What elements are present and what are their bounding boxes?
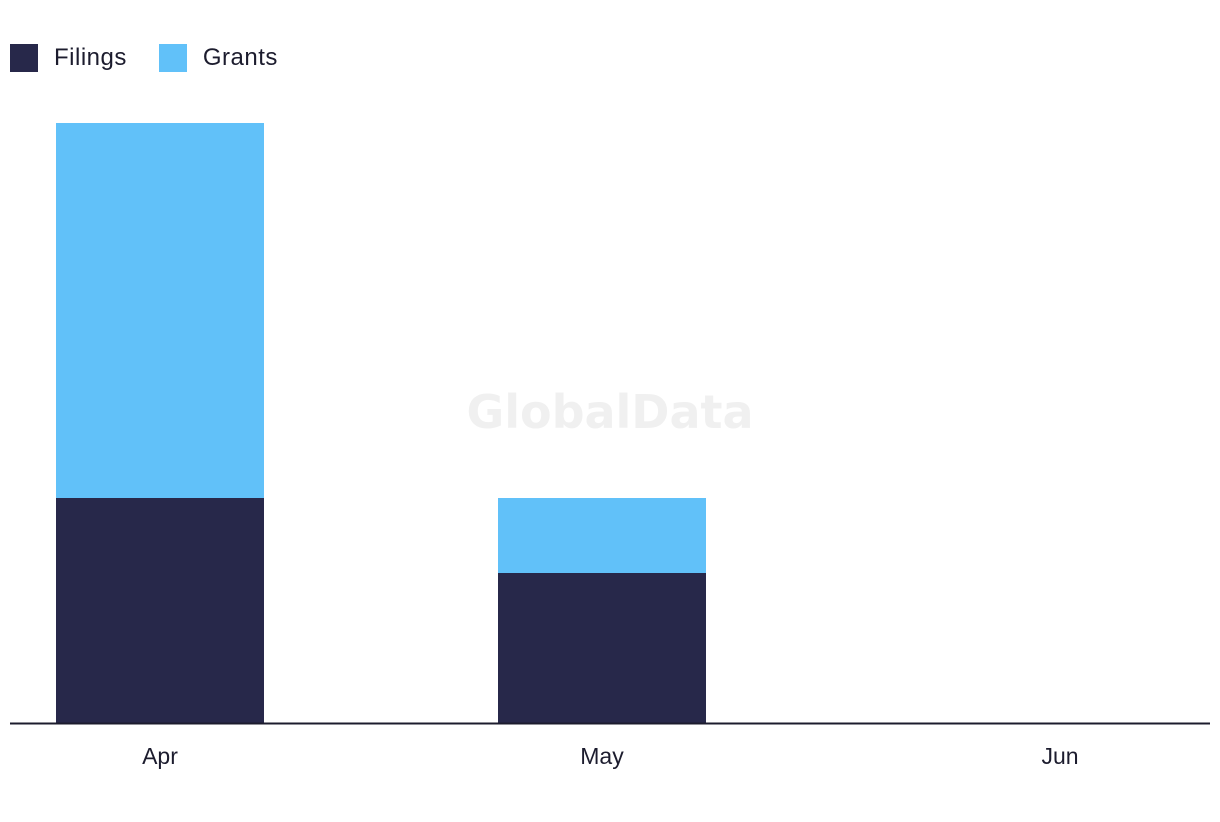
legend-swatch-grants [158, 44, 187, 72]
bars-group [56, 123, 706, 723]
bar-grants-apr [56, 123, 264, 498]
legend-label-filings: Filings [54, 44, 127, 71]
x-tick-label-apr: Apr [142, 743, 178, 769]
x-tick-labels: Apr May Jun [142, 743, 1078, 769]
legend-label-grants: Grants [202, 44, 278, 71]
x-tick-label-jun: Jun [1041, 743, 1078, 769]
legend-item-grants: Grants [158, 44, 278, 72]
x-tick-label-may: May [580, 743, 624, 769]
bar-filings-may [498, 573, 706, 723]
watermark: GlobalData [466, 385, 753, 439]
legend: Filings Grants [10, 44, 310, 72]
legend-swatch-filings [10, 44, 38, 72]
legend-item-filings: Filings [10, 44, 127, 72]
bar-filings-apr [56, 498, 264, 723]
bar-grants-may [498, 498, 706, 573]
